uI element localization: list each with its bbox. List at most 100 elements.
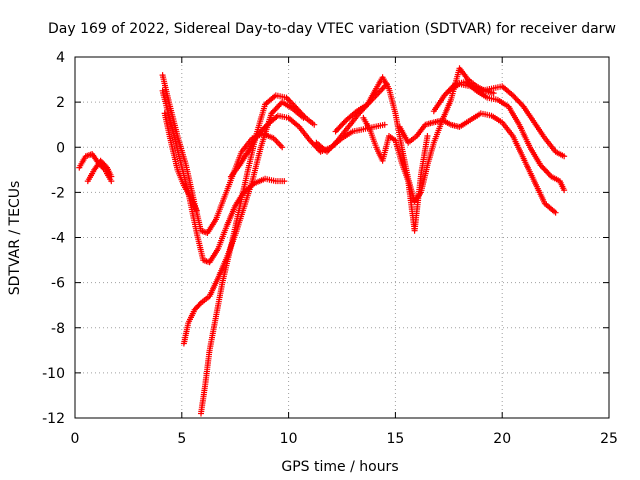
data-point	[381, 121, 388, 128]
data-series	[76, 65, 568, 417]
data-point-segment	[445, 82, 461, 94]
data-point	[279, 144, 286, 151]
data-point-segment	[386, 85, 398, 115]
data-point-segment	[505, 103, 522, 126]
data-point-segment	[332, 118, 348, 135]
data-point-segment	[467, 111, 483, 124]
data-point-segment	[268, 100, 284, 117]
data-point-segment	[174, 166, 187, 187]
y-tick-label: -6	[51, 276, 65, 292]
data-point-segment	[488, 112, 504, 125]
data-point-segment	[541, 200, 558, 215]
data-point-segment	[84, 168, 97, 185]
data-point-segment	[204, 218, 218, 236]
data-point-segment	[364, 87, 379, 108]
data-point-segment	[159, 72, 172, 103]
data-point-segment	[527, 144, 543, 167]
data-point-segment	[379, 135, 392, 164]
data-point-segment	[193, 230, 206, 261]
chart-title: Day 169 of 2022, Sidereal Day-to-day VTE…	[48, 21, 616, 37]
gridlines	[75, 57, 609, 418]
data-point-segment	[180, 322, 191, 347]
data-point-segment	[411, 173, 424, 234]
data-point-segment	[292, 103, 308, 120]
series-arc-11	[360, 114, 431, 234]
data-point	[424, 132, 431, 139]
series-arc-10	[332, 65, 497, 205]
y-tick-label: -8	[51, 321, 65, 337]
data-point-segment	[371, 122, 386, 130]
x-tick-label: 0	[71, 431, 80, 447]
data-point-segment	[509, 92, 526, 109]
data-point-segment	[343, 109, 359, 124]
data-point-segment	[456, 65, 470, 81]
data-point	[193, 207, 200, 214]
data-point-segment	[159, 87, 174, 126]
data-point-segment	[223, 204, 238, 230]
data-point-segment	[499, 83, 515, 98]
series-arc-6	[180, 99, 307, 347]
data-point	[108, 173, 115, 180]
x-tick-label: 15	[386, 431, 404, 447]
data-point-segment	[236, 168, 251, 212]
data-point-segment	[206, 315, 219, 354]
y-tick-label: -12	[42, 411, 65, 427]
data-point-segment	[541, 135, 558, 154]
y-tick-label: -10	[42, 366, 65, 382]
data-point-segment	[76, 155, 88, 171]
data-point-segment	[531, 119, 547, 140]
data-point-segment	[467, 83, 483, 94]
data-point-segment	[548, 173, 562, 184]
data-point-segment	[509, 133, 526, 160]
data-point-segment	[236, 150, 250, 169]
data-point-segment	[166, 99, 180, 137]
data-point-segment	[366, 126, 379, 149]
data-point-segment	[206, 276, 221, 300]
data-point-segment	[499, 119, 515, 138]
data-point-segment	[354, 102, 369, 115]
data-point-segment	[238, 136, 254, 155]
data-point-segment	[262, 93, 278, 108]
data-point-segment	[430, 119, 445, 146]
data-point-segment	[198, 294, 211, 306]
data-point-segment	[430, 94, 447, 115]
data-point-segment	[418, 135, 431, 178]
data-point-segment	[264, 114, 280, 128]
data-point-segment	[345, 112, 361, 130]
data-point-segment	[185, 308, 197, 327]
data-point-segment	[270, 135, 284, 149]
data-point-segment	[516, 121, 533, 149]
data-point	[561, 153, 568, 160]
data-point-segment	[537, 162, 553, 179]
data-point-segment	[405, 134, 419, 146]
data-point	[311, 121, 318, 128]
data-point-segment	[285, 114, 301, 129]
data-point-segment	[198, 383, 208, 417]
data-point-segment	[424, 141, 437, 169]
data-point-segment	[552, 148, 566, 159]
data-point-segment	[161, 110, 174, 144]
data-point-segment	[283, 94, 297, 109]
data-point-segment	[219, 245, 234, 286]
data-point-segment	[334, 125, 351, 144]
data-point-segment	[465, 76, 478, 88]
x-tick-label: 25	[600, 431, 618, 447]
data-point-segment	[245, 134, 259, 155]
data-point-segment	[97, 157, 109, 170]
data-point-segment	[418, 164, 430, 196]
data-point-segment	[324, 138, 340, 155]
data-point-segment	[187, 193, 199, 212]
y-tick-label: -2	[51, 185, 65, 201]
data-point-segment	[456, 118, 472, 130]
series-arc-5	[161, 110, 200, 214]
data-point-segment	[253, 123, 269, 139]
data-point	[561, 187, 568, 194]
y-tick-label: 4	[56, 50, 65, 66]
data-point-segment	[168, 139, 180, 171]
x-tick-label: 5	[177, 431, 186, 447]
data-point	[281, 178, 288, 185]
series-arc-12	[396, 110, 559, 216]
series-arc-8	[227, 112, 388, 180]
